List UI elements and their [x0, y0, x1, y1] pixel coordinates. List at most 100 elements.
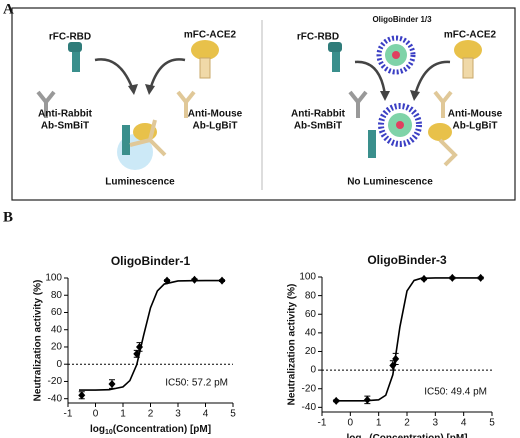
data-point	[136, 342, 143, 351]
x-tick-label: 5	[489, 418, 495, 429]
x-tick-label: 2	[404, 418, 410, 429]
ace2-icon	[199, 57, 211, 79]
antibody-icon	[176, 90, 196, 118]
y-tick-label: 40	[305, 328, 317, 339]
arrow	[413, 60, 451, 96]
ace2-icon	[454, 40, 482, 60]
x-axis-label-part: (Concentration) [pM]	[369, 433, 467, 438]
ace2-icon	[428, 123, 452, 141]
annotation: IC50: 49.4 pM	[424, 387, 487, 398]
label: rFC-RBD	[297, 32, 339, 43]
label: Anti-Rabbit	[291, 109, 346, 120]
label: Anti-Mouse	[188, 109, 243, 120]
x-tick-label: -1	[318, 418, 327, 429]
antibody-icon	[348, 90, 368, 118]
label: mFC-ACE2	[444, 30, 497, 41]
y-tick-label: 20	[305, 346, 317, 357]
x-tick-label: 1	[376, 418, 382, 429]
x-axis-label-part: log	[346, 433, 361, 438]
label: Anti-Mouse	[448, 109, 503, 120]
arrow	[128, 84, 138, 95]
y-tick-label: -20	[48, 376, 63, 387]
x-tick-label: 3	[433, 418, 439, 429]
data-point	[133, 349, 141, 358]
y-axis-label: Neutralization activity (%)	[33, 280, 44, 402]
diagram-frame	[11, 7, 516, 201]
complex-icon	[368, 130, 376, 158]
data-point	[218, 276, 226, 285]
arrow	[94, 58, 135, 91]
fit-curve	[79, 279, 222, 391]
rbd-icon	[72, 50, 80, 72]
x-tick-label: 0	[93, 409, 99, 420]
y-tick-label: 100	[299, 272, 316, 283]
x-tick-label: 1	[120, 409, 126, 420]
rbd-icon	[68, 42, 82, 52]
x-tick-label: 3	[175, 409, 181, 420]
left-scheme: rFC-RBD mFC-ACE2 Anti-Rabbit Ab-SmBiT An…	[36, 30, 243, 188]
y-tick-label: 60	[51, 307, 63, 318]
label: Anti-Rabbit	[38, 109, 93, 120]
data-point	[332, 396, 340, 405]
x-axis-label: log10(Concentration) [pM]	[90, 424, 211, 437]
panel-label: B	[3, 209, 13, 225]
arrow	[410, 90, 420, 101]
binder-icon	[396, 121, 404, 129]
y-tick-label: 20	[51, 342, 63, 353]
complex-icon	[122, 125, 130, 155]
arrow	[354, 60, 387, 96]
y-tick-label: 40	[51, 324, 63, 335]
y-tick-label: -20	[302, 383, 317, 394]
label: Ab-SmBiT	[294, 121, 342, 132]
data-point	[448, 273, 456, 282]
panel-label: A	[3, 1, 14, 17]
data-point	[392, 354, 400, 363]
y-tick-label: -40	[302, 402, 317, 413]
antibody-icon	[433, 90, 453, 118]
x-tick-label: 5	[230, 409, 236, 420]
x-tick-label: 2	[148, 409, 154, 420]
label: Ab-LgBiT	[193, 121, 238, 132]
data-point	[163, 276, 171, 285]
fit-curve	[333, 277, 481, 402]
data-point	[420, 274, 428, 283]
annotation: IC50: 57.2 pM	[165, 378, 228, 389]
y-tick-label: 80	[51, 290, 63, 301]
x-axis-label: log10(Concentration) [pM]	[346, 433, 467, 438]
data-point	[389, 361, 397, 370]
rbd-icon	[328, 42, 342, 52]
binder-icon	[392, 51, 400, 59]
label: No Luminescence	[347, 177, 433, 188]
binder-icon	[378, 103, 422, 147]
data-point	[363, 395, 371, 404]
chart-title: OligoBinder-3	[367, 253, 447, 267]
label: mFC-ACE2	[184, 30, 237, 41]
data-point	[108, 380, 116, 389]
data-point	[78, 391, 86, 400]
x-tick-label: 0	[348, 418, 354, 429]
x-axis-label-part: (Concentration) [pM]	[113, 424, 211, 435]
x-tick-label: -1	[64, 409, 73, 420]
y-tick-label: 100	[45, 273, 62, 284]
label: rFC-RBD	[49, 32, 91, 43]
right-scheme: rFC-RBD OligoBinder 1/3 mFC-ACE2 Anti-Ra…	[291, 15, 503, 188]
data-point	[191, 275, 198, 284]
antibody-icon	[438, 138, 458, 167]
x-tick-label: 4	[461, 418, 467, 429]
data-point	[477, 273, 485, 282]
x-axis-label-part: log	[90, 424, 105, 435]
label: Luminescence	[105, 177, 175, 188]
label: Ab-SmBiT	[41, 121, 89, 132]
label: OligoBinder 1/3	[372, 15, 432, 24]
y-tick-label: 80	[305, 290, 317, 301]
y-tick-label: 0	[310, 365, 316, 376]
y-tick-label: 60	[305, 309, 317, 320]
rbd-icon	[332, 50, 340, 72]
y-axis-label: Neutralization activity (%)	[287, 284, 298, 406]
arrow	[380, 91, 390, 101]
y-tick-label: -40	[48, 393, 63, 404]
antibody-icon	[36, 90, 56, 118]
label: Ab-LgBiT	[453, 121, 498, 132]
chart-title: OligoBinder-1	[111, 254, 191, 268]
